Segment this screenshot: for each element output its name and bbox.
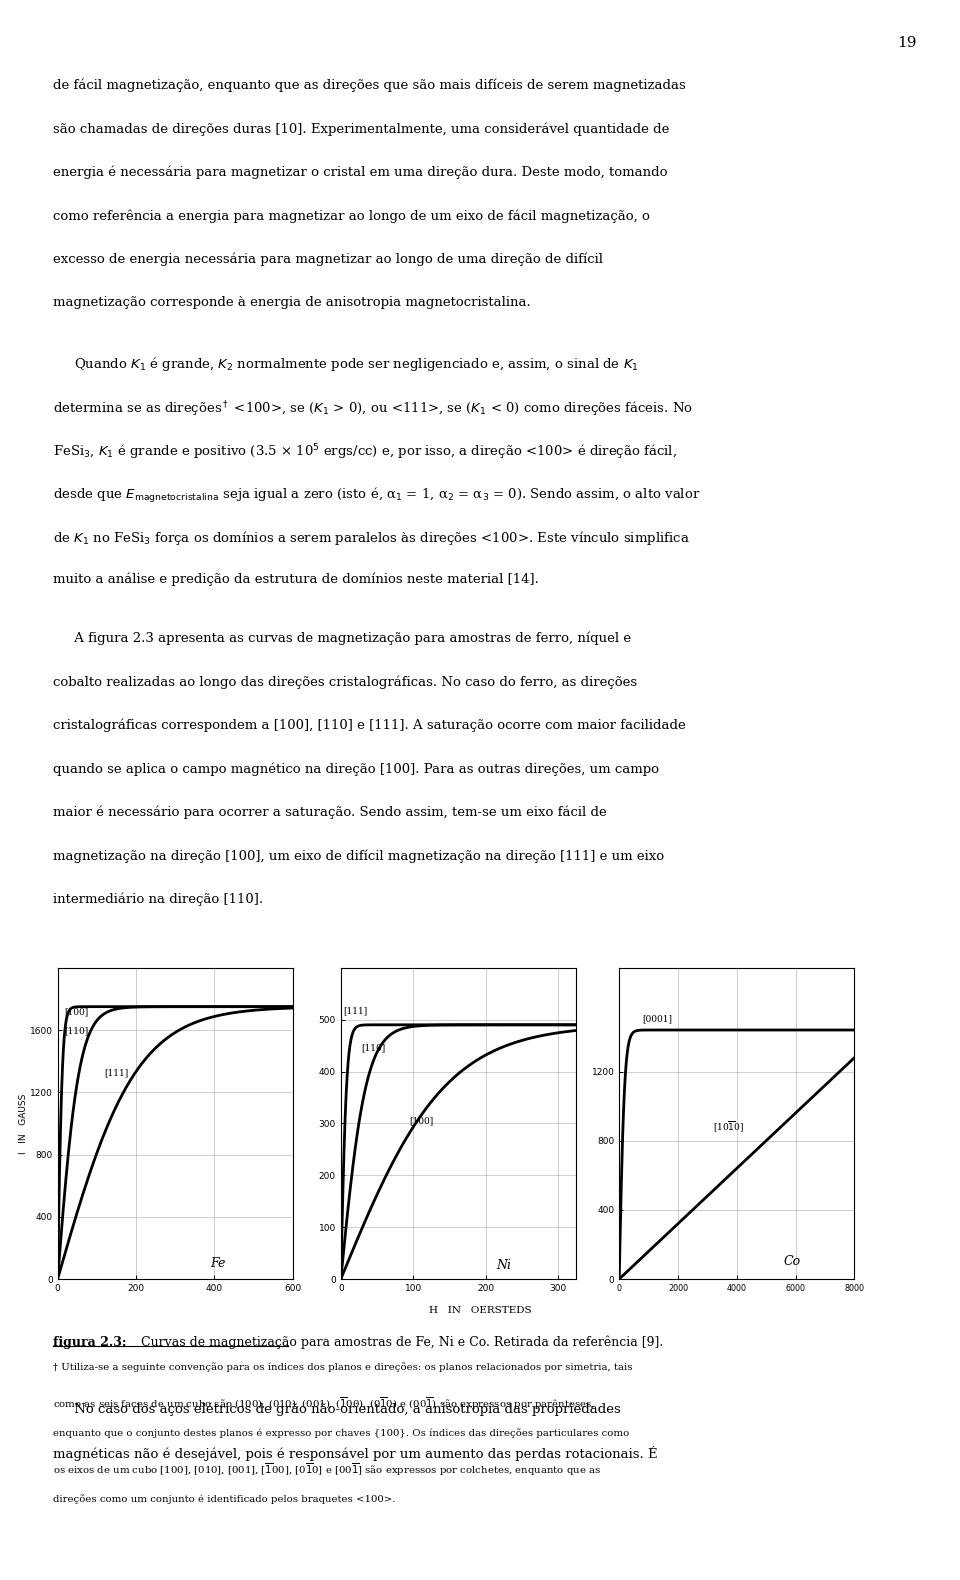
- Text: No caso dos aços elétricos de grão não-orientado, a anisotropia das propriedades: No caso dos aços elétricos de grão não-o…: [53, 1401, 620, 1416]
- Text: [111]: [111]: [105, 1068, 129, 1078]
- Text: magnetização na direção [100], um eixo de difícil magnetização na direção [111] : magnetização na direção [100], um eixo d…: [53, 848, 664, 863]
- Text: magnetização corresponde à energia de anisotropia magnetocristalina.: magnetização corresponde à energia de an…: [53, 295, 531, 310]
- Text: Fe: Fe: [210, 1256, 226, 1270]
- Text: excesso de energia necessária para magnetizar ao longo de uma direção de difícil: excesso de energia necessária para magne…: [53, 253, 603, 267]
- Text: são chamadas de direções duras [10]. Experimentalmente, uma considerável quantid: são chamadas de direções duras [10]. Exp…: [53, 123, 669, 136]
- Text: de $K_1$ no FeSi$_3$ força os domínios a serem paralelos às direções <100>. Este: de $K_1$ no FeSi$_3$ força os domínios a…: [53, 529, 689, 547]
- Text: muito a análise e predição da estrutura de domínios neste material [14].: muito a análise e predição da estrutura …: [53, 572, 539, 586]
- Text: [100]: [100]: [410, 1117, 434, 1125]
- Text: intermediário na direção [110].: intermediário na direção [110].: [53, 893, 263, 907]
- Text: † Utiliza-se a seguinte convenção para os índices dos planos e direções: os plan: † Utiliza-se a seguinte convenção para o…: [53, 1362, 633, 1371]
- Text: energia é necessária para magnetizar o cristal em uma direção dura. Deste modo, : energia é necessária para magnetizar o c…: [53, 166, 667, 180]
- Text: cobalto realizadas ao longo das direções cristalográficas. No caso do ferro, as : cobalto realizadas ao longo das direções…: [53, 675, 636, 689]
- Text: desde que $E_{\rm magnetocristalina}$ seja igual a zero (isto é, α$_1$ = 1, α$_2: desde que $E_{\rm magnetocristalina}$ se…: [53, 485, 700, 506]
- Text: magnéticas não é desejável, pois é responsável por um aumento das perdas rotacio: magnéticas não é desejável, pois é respo…: [53, 1446, 658, 1460]
- Text: direções como um conjunto é identificado pelos braquetes <100>.: direções como um conjunto é identificado…: [53, 1495, 396, 1504]
- Text: os eixos de um cubo [100], [010], [001], [$\overline{1}$00], [0$\overline{1}$0] : os eixos de um cubo [100], [010], [001],…: [53, 1462, 601, 1477]
- Text: como as seis faces de um cubo são (100), (010), (001), ($\overline{1}$00), (0$\o: como as seis faces de um cubo são (100),…: [53, 1395, 594, 1411]
- Text: figura 2.3:: figura 2.3:: [53, 1335, 127, 1349]
- Text: [100]: [100]: [64, 1008, 89, 1016]
- Text: [0001]: [0001]: [643, 1014, 673, 1024]
- Text: H   IN   OERSTEDS: H IN OERSTEDS: [429, 1305, 531, 1315]
- Text: FeSi$_3$, $K_1$ é grande e positivo (3.5 × 10$^5$ ergs/cc) e, por isso, a direçã: FeSi$_3$, $K_1$ é grande e positivo (3.5…: [53, 442, 677, 461]
- Text: [111]: [111]: [344, 1006, 368, 1016]
- Text: [110]: [110]: [361, 1044, 385, 1052]
- Text: Quando $K_1$ é grande, $K_2$ normalmente pode ser negligenciado e, assim, o sina: Quando $K_1$ é grande, $K_2$ normalmente…: [53, 356, 638, 373]
- Text: de fácil magnetização, enquanto que as direções que são mais difíceis de serem m: de fácil magnetização, enquanto que as d…: [53, 79, 685, 93]
- Text: como referência a energia para magnetizar ao longo de um eixo de fácil magnetiza: como referência a energia para magnetiza…: [53, 209, 650, 223]
- Text: 19: 19: [898, 36, 917, 51]
- Text: determina se as direções$^\dagger$ <100>, se ($K_1$ > 0), ou <111>, se ($K_1$ < : determina se as direções$^\dagger$ <100>…: [53, 398, 693, 419]
- Text: quando se aplica o campo magnético na direção [100]. Para as outras direções, um: quando se aplica o campo magnético na di…: [53, 762, 659, 776]
- Y-axis label: I   IN   GAUSS: I IN GAUSS: [19, 1093, 29, 1153]
- Text: A figura 2.3 apresenta as curvas de magnetização para amostras de ferro, níquel : A figura 2.3 apresenta as curvas de magn…: [53, 632, 631, 646]
- Text: enquanto que o conjunto destes planos é expresso por chaves {100}. Os índices da: enquanto que o conjunto destes planos é …: [53, 1428, 629, 1438]
- Text: Ni: Ni: [496, 1259, 512, 1272]
- Text: [110]: [110]: [64, 1025, 89, 1035]
- Text: Co: Co: [783, 1255, 801, 1269]
- Text: Curvas de magnetização para amostras de Fe, Ni e Co. Retirada da referência [9].: Curvas de magnetização para amostras de …: [137, 1335, 663, 1349]
- Text: cristalográficas correspondem a [100], [110] e [111]. A saturação ocorre com mai: cristalográficas correspondem a [100], […: [53, 719, 685, 733]
- Text: maior é necessário para ocorrer a saturação. Sendo assim, tem-se um eixo fácil d: maior é necessário para ocorrer a satura…: [53, 806, 607, 820]
- Text: [10$\overline{1}$0]: [10$\overline{1}$0]: [713, 1119, 744, 1134]
